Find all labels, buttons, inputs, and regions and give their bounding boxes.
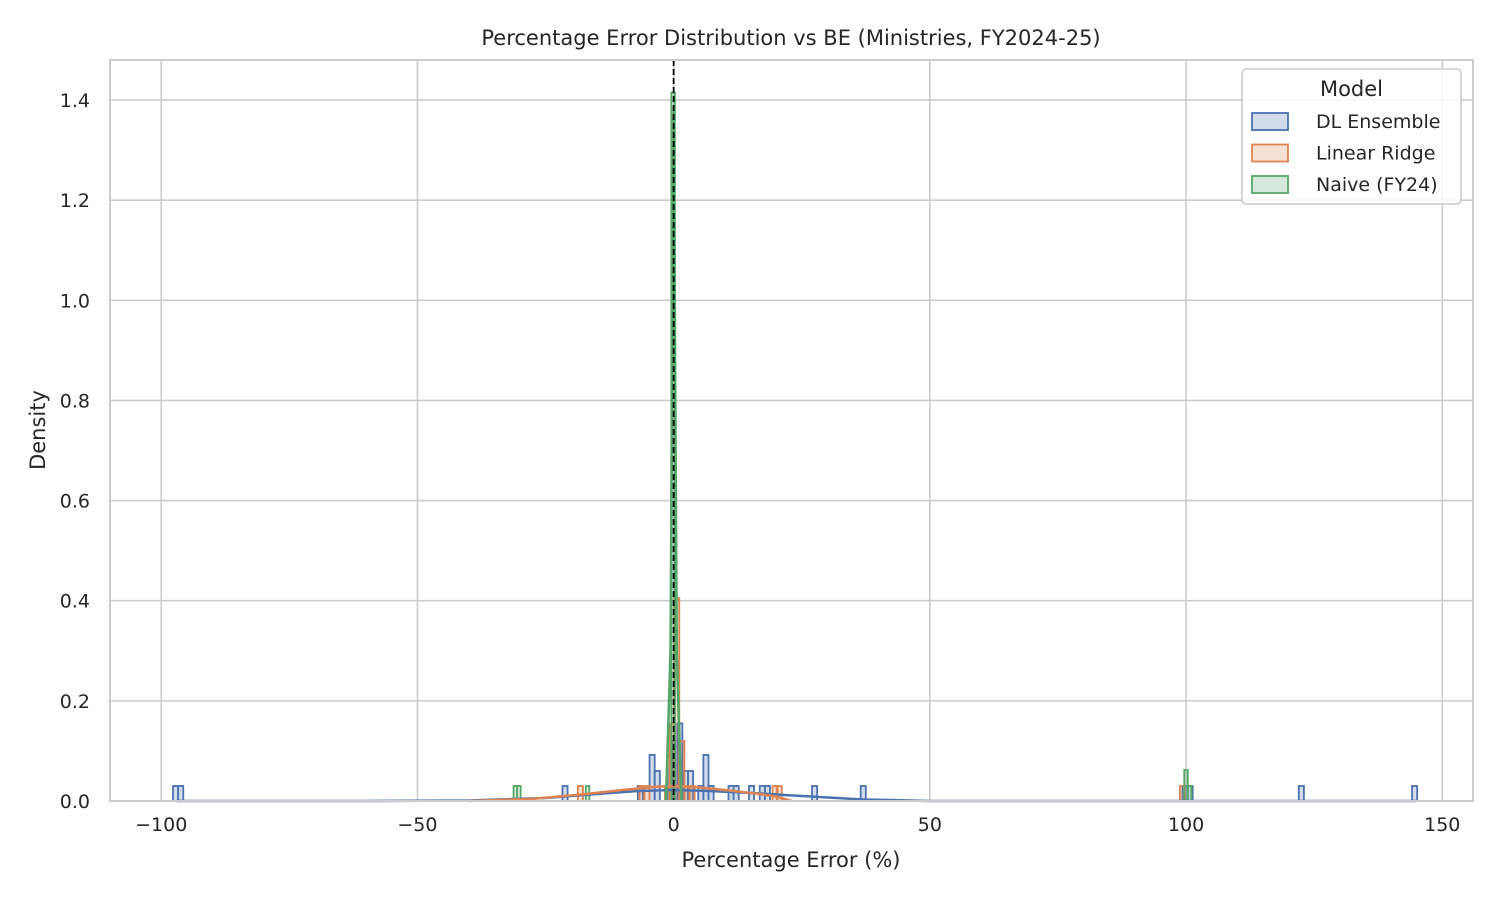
y-tick-label: 0.0: [60, 791, 90, 813]
legend-swatch: [1251, 112, 1289, 131]
series-bars-0: [172, 722, 1419, 802]
plot-frame: [109, 59, 1474, 802]
legend-entry: Linear Ridge: [1316, 143, 1435, 165]
histogram-bar: [1186, 785, 1193, 802]
y-tick-label: 1.0: [60, 290, 90, 312]
x-tick-label: 0: [668, 814, 680, 836]
kde-line: [176, 788, 1417, 803]
histogram-bars: [172, 91, 1419, 802]
y-tick-label: 0.4: [60, 591, 90, 613]
y-tick-label: 0.6: [60, 491, 90, 513]
x-tick-label: 50: [918, 814, 942, 836]
histogram-bar: [177, 785, 185, 802]
y-tick-label: 0.2: [60, 691, 90, 713]
y-tick-label: 1.4: [60, 90, 90, 112]
legend-title: Model: [1320, 77, 1383, 101]
y-tick-label: 1.2: [60, 190, 90, 212]
y-axis-label: Density: [26, 390, 50, 470]
y-axis-ticks: 0.0 0.2 0.4 0.6 0.8 1.0 1.2 1.4: [60, 90, 90, 813]
histogram-bar: [811, 785, 819, 802]
legend-entry: Naive (FY24): [1316, 174, 1438, 196]
x-tick-label: −100: [135, 814, 187, 836]
histogram-bar: [561, 785, 569, 802]
x-axis-ticks: −100 −50 0 50 100 150: [135, 814, 1460, 836]
chart-title: Percentage Error Distribution vs BE (Min…: [481, 26, 1100, 50]
histogram-bar: [1297, 785, 1305, 802]
legend-entry: DL Ensemble: [1316, 111, 1440, 133]
x-tick-label: 150: [1424, 814, 1460, 836]
legend: Model DL Ensemble Linear Ridge Naive (FY24): [1241, 68, 1462, 205]
y-tick-label: 0.8: [60, 390, 90, 412]
x-tick-label: −50: [397, 814, 437, 836]
x-tick-label: 100: [1168, 814, 1204, 836]
kde-curves: [176, 108, 1417, 803]
legend-swatch: [1251, 175, 1289, 194]
legend-swatch: [1251, 143, 1289, 163]
legend-box: [1241, 68, 1462, 205]
x-axis-label: Percentage Error (%): [681, 848, 900, 872]
histogram-bar: [1411, 785, 1419, 802]
series-bars-2: [512, 91, 1193, 802]
